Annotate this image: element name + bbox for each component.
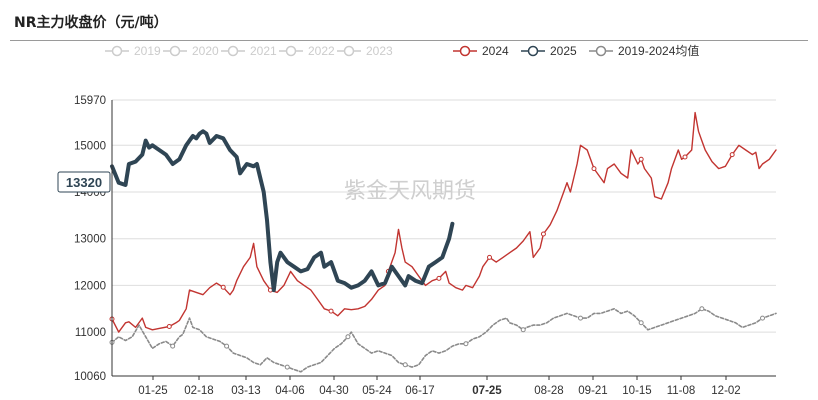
x-tick-label: 10-15	[622, 385, 651, 397]
x-tick-label-highlight: 07-25	[472, 385, 502, 397]
axes: 1006011000120001300014000150001597001-25…	[74, 95, 741, 397]
legend-item-2022[interactable]: 2022	[279, 44, 335, 58]
data-point	[639, 157, 643, 161]
legend-marker	[287, 47, 296, 56]
cursor-value: 13320	[66, 175, 102, 190]
x-tick-label: 08-28	[534, 385, 563, 397]
legend-item-2019-2024均值[interactable]: 2019-2024均值	[589, 43, 699, 58]
legend: 2019 2020 2021 2022 2023 2024 2025 2019-2024均值	[105, 43, 699, 58]
y-tick-label: 15000	[74, 140, 106, 152]
y-tick-label: 11000	[75, 327, 106, 339]
legend-label: 2019-2024均值	[618, 43, 699, 58]
legend-marker	[529, 47, 538, 56]
x-tick-label: 06-17	[405, 385, 434, 397]
x-tick-label: 04-30	[319, 385, 348, 397]
series-line-2019-2024均值[interactable]	[112, 309, 776, 372]
legend-marker	[113, 47, 122, 56]
x-tick-label: 02-18	[184, 385, 213, 397]
x-tick-label: 11-08	[667, 385, 696, 397]
data-point	[488, 255, 492, 259]
data-point	[221, 285, 225, 289]
data-point	[464, 342, 468, 346]
data-point	[683, 155, 687, 159]
cursor-label: 13320	[58, 172, 110, 192]
data-point	[437, 276, 441, 280]
data-point	[225, 344, 229, 348]
legend-item-2025[interactable]: 2025	[521, 44, 577, 58]
data-point	[329, 309, 333, 313]
legend-label: 2019	[134, 44, 161, 58]
legend-label: 2023	[366, 44, 393, 58]
data-point	[579, 316, 583, 320]
x-tick-label: 03-13	[231, 385, 260, 397]
y-tick-label: 12000	[74, 280, 106, 292]
data-point	[403, 363, 407, 367]
data-point	[541, 232, 545, 236]
x-tick-label: 09-21	[578, 385, 607, 397]
x-tick-label: 05-24	[362, 385, 392, 397]
y-tick-label: 10060	[74, 371, 106, 383]
legend-item-2020[interactable]: 2020	[163, 44, 219, 58]
legend-item-2019[interactable]: 2019	[105, 44, 161, 58]
data-point	[761, 316, 765, 320]
data-point	[592, 167, 596, 171]
x-tick-label: 04-06	[275, 385, 304, 397]
data-point	[346, 335, 350, 339]
legend-marker	[345, 47, 354, 56]
legend-item-2023[interactable]: 2023	[337, 44, 393, 58]
series-group	[110, 113, 776, 372]
legend-label: 2020	[192, 44, 219, 58]
legend-item-2024[interactable]: 2024	[453, 44, 509, 58]
data-point	[167, 324, 171, 328]
data-point	[639, 321, 643, 325]
y-tick-label: 15970	[74, 95, 106, 107]
data-point	[171, 344, 175, 348]
legend-marker	[597, 47, 606, 56]
x-tick-label: 01-25	[138, 385, 167, 397]
y-tick-label: 13000	[74, 234, 106, 246]
legend-label: 2024	[482, 44, 509, 58]
legend-label: 2022	[308, 44, 335, 58]
data-point	[285, 365, 289, 369]
line-chart: 2019 2020 2021 2022 2023 2024 2025 2019-2024均值 …	[0, 0, 818, 400]
series-line-2025[interactable]	[112, 131, 452, 290]
legend-marker	[461, 47, 470, 56]
watermark: 紫金天风期货	[344, 179, 476, 204]
legend-marker	[229, 47, 238, 56]
data-point	[521, 328, 525, 332]
data-point	[730, 153, 734, 157]
legend-marker	[171, 47, 180, 56]
legend-item-2021[interactable]: 2021	[221, 44, 277, 58]
x-tick-label: 12-02	[711, 385, 740, 397]
legend-label: 2025	[550, 44, 577, 58]
legend-label: 2021	[250, 44, 277, 58]
data-point	[700, 307, 704, 311]
